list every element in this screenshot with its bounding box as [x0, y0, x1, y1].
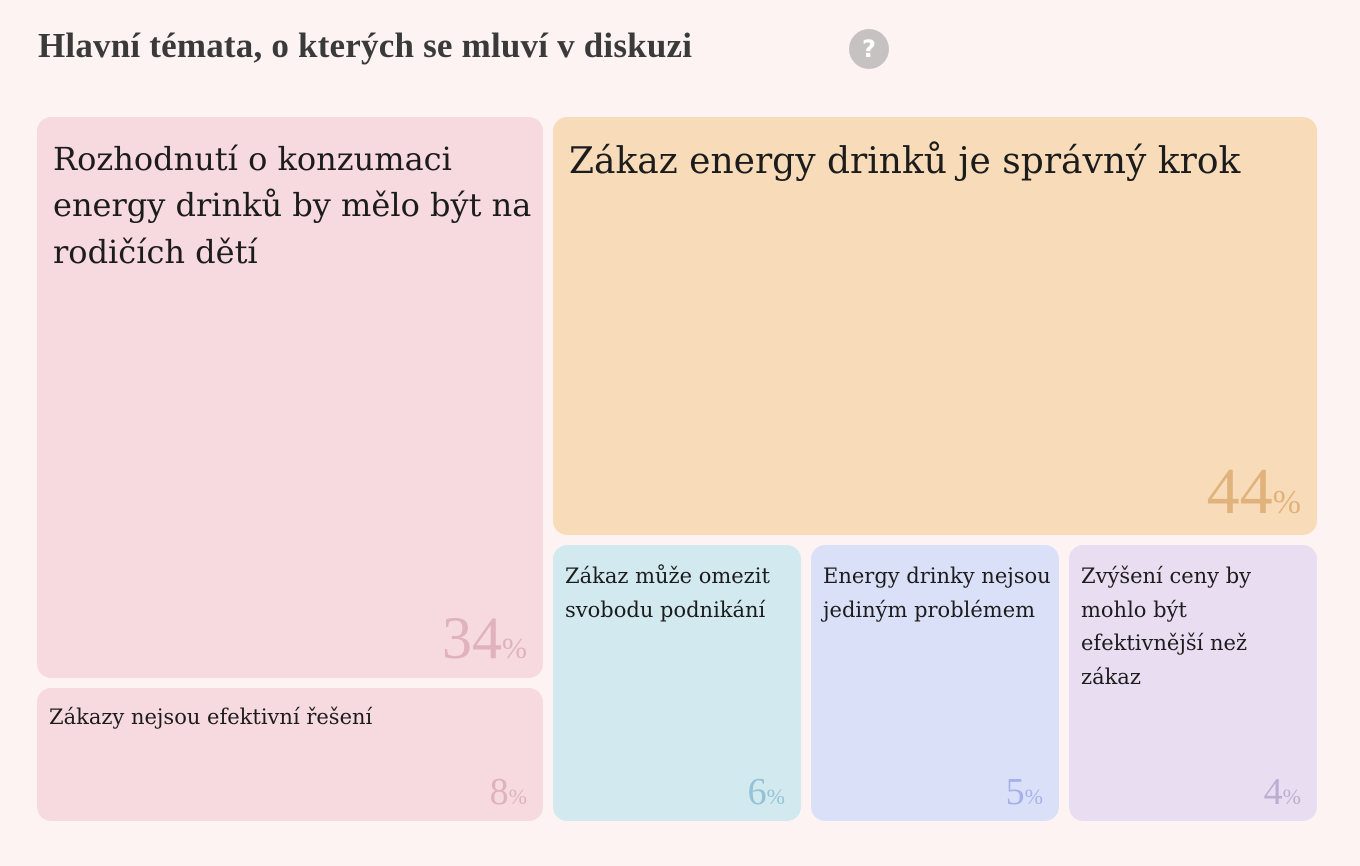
tile-parents-decision[interactable]: Rozhodnutí o konzumaci energy drinků by …	[37, 117, 543, 678]
percentage-value: 4	[1263, 771, 1283, 813]
tile-label: Energy drinky nejsou jediným problémem	[823, 564, 1051, 622]
tile-percentage: 5%	[1006, 773, 1043, 811]
percent-sign: %	[766, 784, 785, 809]
percentage-value: 5	[1005, 771, 1025, 813]
tile-label: Zákaz může omezit svobodu podnikání	[565, 564, 770, 622]
tile-label: Zvýšení ceny by mohlo být efektivnější n…	[1081, 564, 1251, 689]
percent-sign: %	[508, 784, 527, 809]
percentage-value: 44	[1206, 455, 1273, 528]
tile-percentage: 44%	[1207, 459, 1301, 525]
percentage-value: 6	[747, 771, 767, 813]
help-icon[interactable]: ?	[849, 29, 889, 69]
percent-sign: %	[1272, 484, 1301, 521]
tile-business-freedom[interactable]: Zákaz může omezit svobodu podnikání 6%	[553, 545, 801, 821]
percentage-value: 34	[442, 605, 502, 671]
tile-percentage: 4%	[1264, 773, 1301, 811]
percent-sign: %	[502, 632, 527, 665]
tile-percentage: 34%	[442, 608, 527, 668]
tile-percentage: 6%	[748, 773, 785, 811]
tile-price-increase[interactable]: Zvýšení ceny by mohlo být efektivnější n…	[1069, 545, 1317, 821]
percent-sign: %	[1024, 784, 1043, 809]
tile-label: Zákaz energy drinků je správný krok	[569, 141, 1241, 182]
tile-ban-is-right-step[interactable]: Zákaz energy drinků je správný krok 44%	[553, 117, 1317, 535]
tile-label: Zákazy nejsou efektivní řešení	[49, 705, 373, 729]
chart-title: Hlavní témata, o kterých se mluví v disk…	[38, 26, 693, 65]
percentage-value: 8	[489, 771, 509, 813]
tile-bans-not-effective[interactable]: Zákazy nejsou efektivní řešení 8%	[37, 688, 543, 821]
tile-label: Rozhodnutí o konzumaci energy drinků by …	[53, 140, 532, 271]
tile-percentage: 8%	[490, 773, 527, 811]
tile-not-only-problem[interactable]: Energy drinky nejsou jediným problémem 5…	[811, 545, 1059, 821]
percent-sign: %	[1282, 784, 1301, 809]
